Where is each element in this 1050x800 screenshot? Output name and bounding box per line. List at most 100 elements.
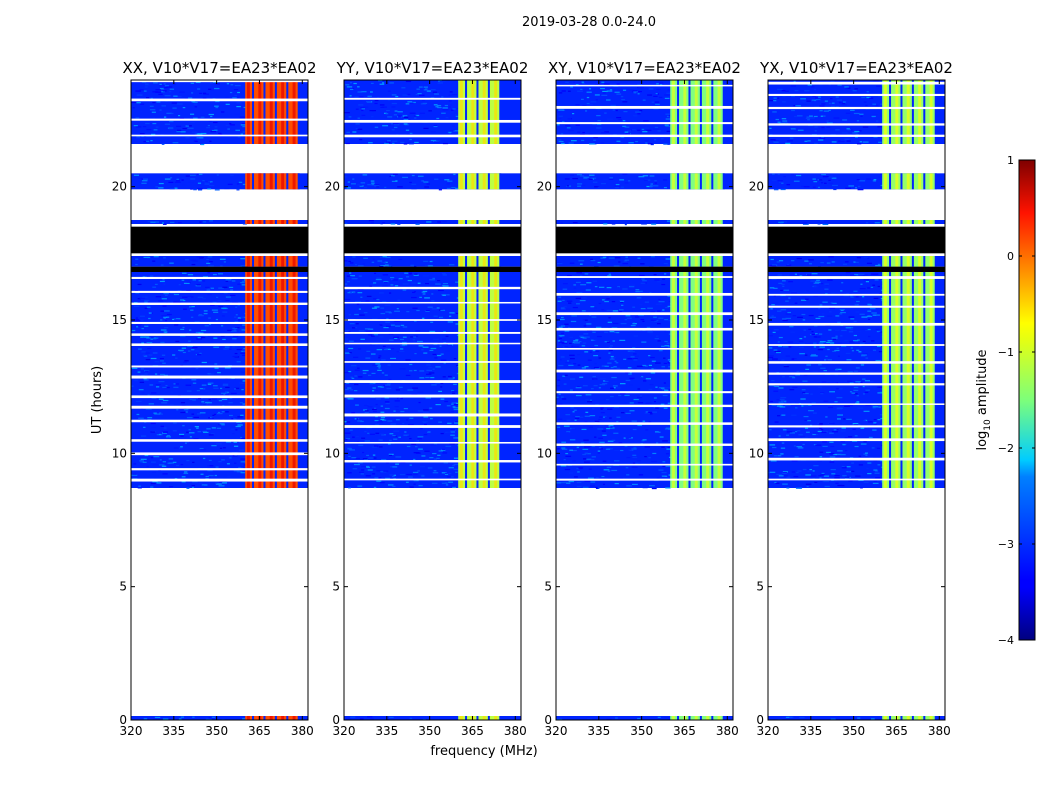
- noise-speckle: [366, 101, 372, 103]
- noise-speckle: [355, 404, 359, 406]
- noise-speckle: [368, 142, 373, 144]
- noise-speckle: [773, 141, 779, 143]
- noise-speckle: [362, 263, 365, 265]
- colorbar: −4−3−2−101 log10 amplitude: [975, 154, 1036, 647]
- noise-speckle: [599, 425, 605, 427]
- noise-speckle: [159, 459, 162, 461]
- noise-speckle: [633, 355, 640, 357]
- noise-speckle: [590, 306, 595, 308]
- noise-speckle: [153, 337, 159, 339]
- noise-speckle: [378, 439, 383, 441]
- noise-speckle: [770, 400, 773, 403]
- noise-speckle: [567, 90, 571, 92]
- noise-speckle: [815, 99, 821, 101]
- noise-speckle: [148, 354, 153, 356]
- noise-speckle: [646, 326, 651, 328]
- noise-speckle: [856, 143, 862, 145]
- noise-speckle: [346, 421, 351, 423]
- noise-speckle: [415, 452, 421, 454]
- noise-speckle: [832, 338, 836, 340]
- band-gap-stripe: [499, 220, 502, 224]
- noise-speckle: [207, 294, 213, 296]
- noise-speckle: [581, 139, 585, 142]
- noise-speckle: [419, 112, 426, 114]
- noise-speckle: [831, 337, 838, 339]
- noise-speckle: [356, 367, 360, 369]
- noise-speckle: [802, 222, 808, 224]
- noise-speckle: [174, 187, 178, 189]
- noise-speckle: [195, 367, 199, 370]
- noise-speckle: [219, 133, 223, 136]
- noise-speckle: [636, 365, 643, 367]
- noise-speckle: [824, 182, 827, 184]
- noise-speckle: [218, 132, 222, 134]
- noise-speckle: [219, 423, 225, 425]
- noise-speckle: [648, 364, 653, 367]
- noise-speckle: [398, 115, 403, 117]
- noise-speckle: [646, 129, 652, 131]
- noise-speckle: [218, 461, 222, 463]
- noise-speckle: [839, 313, 843, 315]
- noise-speckle: [614, 257, 621, 259]
- noise-speckle: [661, 345, 665, 347]
- noise-speckle: [236, 348, 242, 351]
- noise-speckle: [400, 461, 406, 464]
- noise-speckle: [430, 418, 433, 420]
- noise-speckle: [819, 456, 823, 458]
- y-tick-label: 15: [325, 313, 340, 327]
- noise-speckle: [390, 276, 395, 279]
- noise-speckle: [451, 390, 455, 392]
- noise-speckle: [853, 386, 859, 389]
- noise-speckle: [666, 342, 670, 344]
- noise-speckle: [806, 364, 811, 366]
- noise-speckle: [202, 387, 207, 389]
- noise-speckle: [242, 324, 248, 326]
- noise-speckle: [874, 314, 880, 316]
- noise-speckle: [640, 263, 645, 265]
- noise-speckle: [633, 359, 638, 361]
- flag-gap-line: [344, 478, 521, 481]
- noise-speckle: [222, 286, 228, 288]
- noise-speckle: [588, 426, 594, 428]
- noise-speckle: [791, 460, 798, 462]
- noise-speckle: [221, 315, 225, 317]
- noise-speckle: [194, 106, 198, 108]
- band-bright-stripe: [694, 256, 698, 267]
- noise-speckle: [402, 283, 409, 285]
- noise-speckle: [186, 390, 192, 392]
- flag-gap-line: [344, 286, 521, 290]
- noise-speckle: [385, 113, 389, 115]
- high-band: [458, 173, 502, 190]
- noise-speckle: [149, 384, 154, 386]
- noise-speckle: [411, 282, 417, 284]
- noise-speckle: [453, 408, 460, 411]
- band-bright-stripe: [281, 716, 285, 720]
- noise-speckle: [862, 378, 866, 380]
- noise-speckle: [417, 410, 424, 412]
- noise-speckle: [191, 486, 195, 489]
- noise-speckle: [399, 368, 406, 370]
- noise-speckle: [375, 389, 379, 392]
- noise-speckle: [579, 296, 583, 298]
- noise-speckle: [208, 399, 212, 401]
- noise-speckle: [173, 422, 177, 424]
- noise-speckle: [821, 103, 826, 105]
- data-segment: [556, 256, 733, 267]
- noise-speckle: [600, 257, 606, 259]
- noise-speckle: [877, 345, 881, 348]
- noise-speckle: [810, 280, 817, 282]
- noise-speckle: [793, 481, 797, 483]
- noise-speckle: [176, 95, 182, 98]
- noise-speckle: [202, 430, 208, 433]
- noise-speckle: [236, 471, 243, 473]
- noise-speckle: [388, 453, 394, 455]
- noise-speckle: [388, 484, 394, 486]
- noise-speckle: [175, 464, 180, 467]
- noise-speckle: [135, 400, 142, 403]
- noise-speckle: [777, 180, 783, 182]
- noise-speckle: [598, 437, 604, 439]
- noise-speckle: [422, 293, 426, 295]
- noise-speckle: [225, 386, 230, 389]
- noise-speckle: [650, 311, 656, 313]
